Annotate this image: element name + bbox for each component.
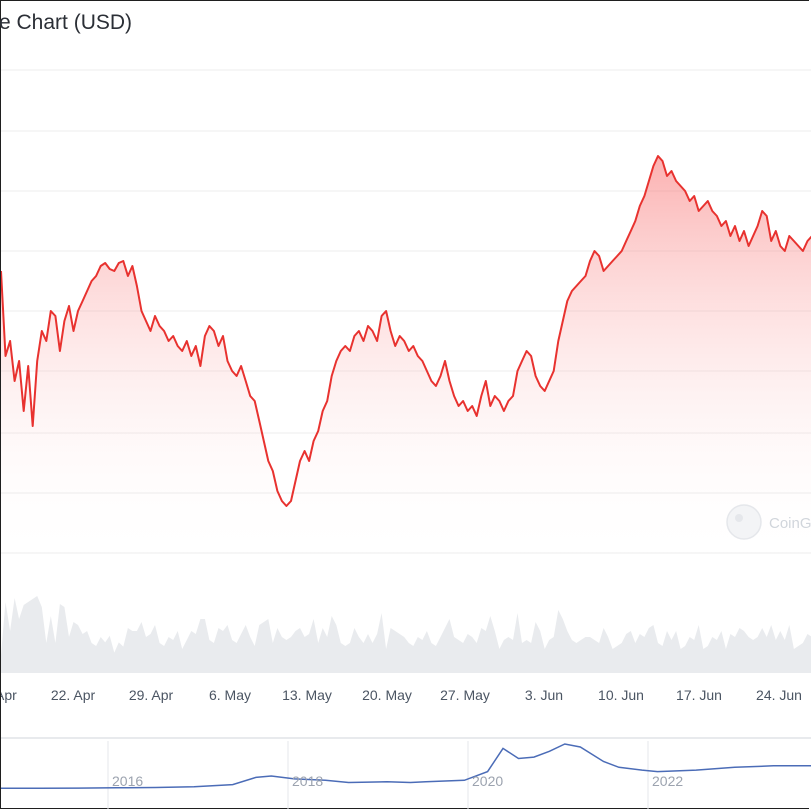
navigator-tick-label: 2020 <box>472 773 503 789</box>
watermark-text: CoinG <box>769 515 811 532</box>
navigator-tick-label: 2022 <box>652 773 683 789</box>
price-area <box>1 156 811 561</box>
x-tick-label: 6. May <box>209 687 251 703</box>
x-tick-label: 13. May <box>282 687 332 703</box>
navigator-tick-label: 2018 <box>292 773 323 789</box>
x-tick-label: 27. May <box>440 687 490 703</box>
volume-area <box>1 596 811 673</box>
navigator-axis: 2016 2018 2020 2022 <box>112 773 683 789</box>
x-tick-label: 22. Apr <box>51 687 96 703</box>
navigator-line[interactable] <box>1 743 811 790</box>
chart-title: e Chart (USD) <box>0 11 133 34</box>
x-tick-label: Apr <box>1 687 17 703</box>
x-tick-label: 20. May <box>362 687 412 703</box>
x-tick-label: 29. Apr <box>129 687 174 703</box>
navigator-grid <box>107 741 649 809</box>
x-tick-label: 10. Jun <box>598 687 644 703</box>
x-tick-label: 3. Jun <box>525 687 563 703</box>
price-line[interactable] <box>1 155 811 507</box>
x-axis: Apr 22. Apr 29. Apr 6. May 13. May 20. May 27.… <box>1 687 802 703</box>
x-tick-label: 17. Jun <box>676 687 722 703</box>
coingecko-logo-icon <box>726 504 762 540</box>
x-tick-label: 24. Jun <box>756 687 802 703</box>
logo-eye-icon <box>735 514 743 522</box>
watermark: CoinG <box>726 504 811 540</box>
navigator-tick-label: 2016 <box>112 773 143 789</box>
